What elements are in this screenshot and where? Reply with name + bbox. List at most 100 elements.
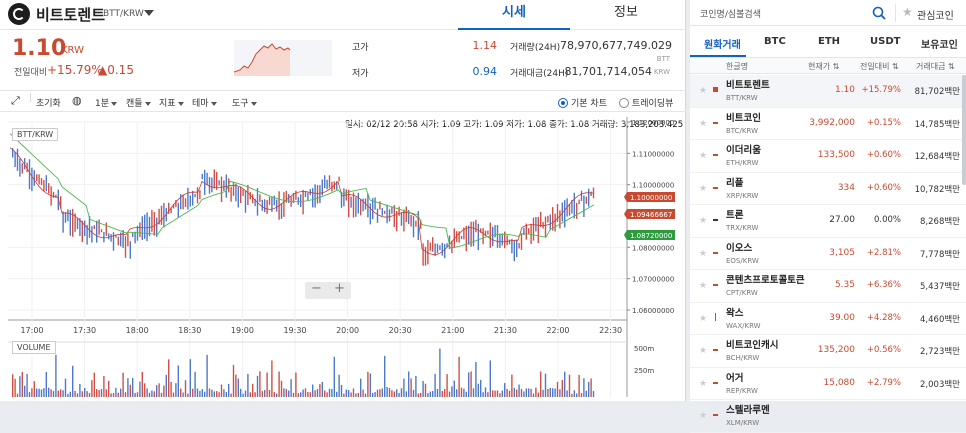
volume-bar — [189, 359, 191, 397]
candle-bar — [40, 178, 43, 186]
basic-chart-radio[interactable]: 기본 차트 — [558, 96, 607, 109]
favorite-star-icon[interactable]: ★ — [699, 183, 708, 194]
tab-holdings[interactable]: 보유코인 — [921, 40, 958, 51]
volume-bar — [487, 392, 489, 397]
favorite-star-icon[interactable]: ★ — [699, 281, 708, 291]
reset-button[interactable]: 초기화 — [36, 99, 61, 109]
favorite-star-icon[interactable]: ★ — [699, 216, 708, 226]
volume-bar — [494, 390, 496, 397]
candle-bar — [451, 240, 453, 254]
candle-bar — [55, 194, 57, 198]
list-item[interactable]: ★ 이오스 EOS/KRW 3,105 +2.81% 7,778백만 — [690, 238, 966, 270]
favorite-star-icon[interactable]: ★ — [699, 151, 708, 161]
favorite-star-icon[interactable]: ★ — [699, 248, 708, 259]
volume-bar — [429, 391, 431, 397]
candle-bar — [196, 187, 199, 204]
tab-eth[interactable]: ETH — [818, 36, 841, 47]
favorite-star-icon[interactable]: ★ — [699, 86, 708, 96]
coin-change-rate: +2.81% — [866, 247, 901, 258]
theme-select[interactable]: 테마 — [192, 96, 217, 109]
list-item[interactable]: ★ 비트코인 BTC/KRW 3,992,000 +0.15% 14,785백만 — [690, 108, 966, 140]
candle-bar — [588, 188, 590, 207]
coin-price: 135,200 — [817, 345, 855, 355]
volume-bar — [240, 388, 242, 397]
header-price[interactable]: 현재가 ⇅ — [808, 62, 840, 71]
coin-code: XLM/KRW — [726, 419, 760, 427]
favorites-button[interactable]: 관심코인 — [917, 11, 954, 22]
volume-bar — [180, 388, 182, 397]
tab-price[interactable]: 시세 — [458, 0, 570, 30]
tab-info[interactable]: 정보 — [570, 0, 682, 30]
header-change[interactable]: 전일대비 ⇅ — [860, 62, 899, 71]
coin-volume: 81,702백만 — [914, 87, 960, 97]
search-input[interactable]: 코인명/심볼검색 — [700, 10, 761, 20]
coin-select-caret-icon[interactable] — [144, 10, 154, 16]
header-amount[interactable]: 거래대금 ⇅ — [916, 62, 955, 71]
candle-bar — [520, 233, 523, 250]
header-name[interactable]: 한글명 — [726, 62, 749, 71]
list-item[interactable]: ★ 어거 REP/KRW 15,080 +2.79% 2,003백만 — [690, 368, 966, 400]
volume-bar — [501, 390, 503, 397]
time-tick-label: 21:30 — [494, 326, 517, 335]
volume-bar — [470, 371, 472, 397]
candle-bar — [468, 225, 470, 245]
list-item[interactable]: ★ 리플 XRP/KRW 334 +0.60% 10,782백만 — [690, 173, 966, 205]
coin-name[interactable]: 비트토렌트 — [36, 6, 106, 24]
globe-icon[interactable]: ◍ — [72, 94, 82, 107]
tab-usdt[interactable]: USDT — [870, 36, 901, 47]
list-item[interactable]: ★ 트론 TRX/KRW 27.00 0.00% 8,268백만 — [690, 205, 966, 238]
volume-bar — [24, 385, 26, 397]
volume-bar — [309, 392, 311, 397]
favorite-star-icon[interactable]: ★ — [699, 346, 708, 356]
list-item[interactable]: ★ 이더리움 ETH/KRW 133,500 +0.60% 12,684백만 — [690, 140, 966, 173]
tab-krw[interactable]: 원화거래 — [704, 40, 741, 51]
candle-bar — [391, 207, 393, 214]
tradingview-radio[interactable]: 트레이딩뷰 — [619, 96, 673, 109]
indicator-label: 지표 — [159, 99, 176, 109]
volume-bar — [127, 378, 129, 397]
price-tick-label: 1.07000000 — [632, 276, 674, 284]
coin-price: 1.10 — [834, 85, 855, 95]
volume-bar — [468, 372, 470, 397]
favorite-star-icon[interactable]: ★ — [699, 313, 708, 324]
volume-bar — [439, 348, 441, 397]
list-item[interactable]: ★ 콘텐츠프로토콜토큰 CPT/KRW 5.35 +6.36% 5,437백만 — [690, 270, 966, 303]
candle-bar — [304, 191, 307, 198]
candle-bar — [208, 177, 211, 194]
time-tick-label: 18:30 — [178, 326, 201, 335]
favorite-star-icon[interactable]: ★ — [699, 118, 708, 129]
star-icon[interactable]: ★ — [902, 5, 913, 19]
zoom-in-button[interactable]: + — [334, 281, 345, 296]
volume-bar — [535, 387, 537, 397]
candle-bar — [580, 190, 583, 201]
zoom-out-button[interactable]: − — [311, 281, 322, 296]
fullscreen-icon[interactable]: ⤢ — [11, 94, 20, 107]
list-item[interactable]: ★ 비트코인캐시 BCH/KRW 135,200 +0.56% 2,723백만 — [690, 335, 966, 368]
list-item[interactable]: ★ 스텔라루멘 XLM/KRW — [690, 400, 966, 433]
volume-bar — [376, 389, 379, 397]
list-scrollbar[interactable] — [962, 75, 966, 185]
volume-bar — [465, 391, 467, 397]
search-icon[interactable] — [872, 6, 886, 20]
volume-bar — [561, 380, 563, 397]
coin-search[interactable]: 코인명/심볼검색 ★ 관심코인 — [690, 0, 966, 26]
interval-select[interactable]: 1분 — [95, 96, 118, 109]
volume-bar — [518, 384, 520, 397]
favorite-star-icon[interactable]: ★ — [699, 378, 708, 389]
volume-bar — [93, 372, 95, 397]
tab-btc[interactable]: BTC — [764, 36, 786, 47]
candlestick-chart[interactable]: 1.120000001.110000001.100000001.09000000… — [0, 112, 686, 401]
volume-tick-label: 500m — [634, 345, 654, 353]
favorite-star-icon[interactable]: ★ — [699, 411, 708, 421]
list-item[interactable]: ★ 비트토렌트 BTT/KRW 1.10 +15.79% 81,702백만 — [690, 75, 966, 108]
candle-select[interactable]: 캔들 — [126, 96, 151, 109]
tools-select[interactable]: 도구 — [232, 96, 257, 109]
candle-bar — [24, 158, 26, 170]
list-item[interactable]: ★ 왁스 WAX/KRW 39.00 +4.28% 4,460백만 — [690, 303, 966, 335]
volume-bar — [110, 393, 112, 397]
volume-bar — [187, 393, 189, 397]
candle-bar — [254, 198, 256, 207]
indicator-select[interactable]: 지표 — [159, 96, 184, 109]
active-tab-indicator — [690, 55, 746, 57]
candle-bar — [388, 209, 391, 222]
